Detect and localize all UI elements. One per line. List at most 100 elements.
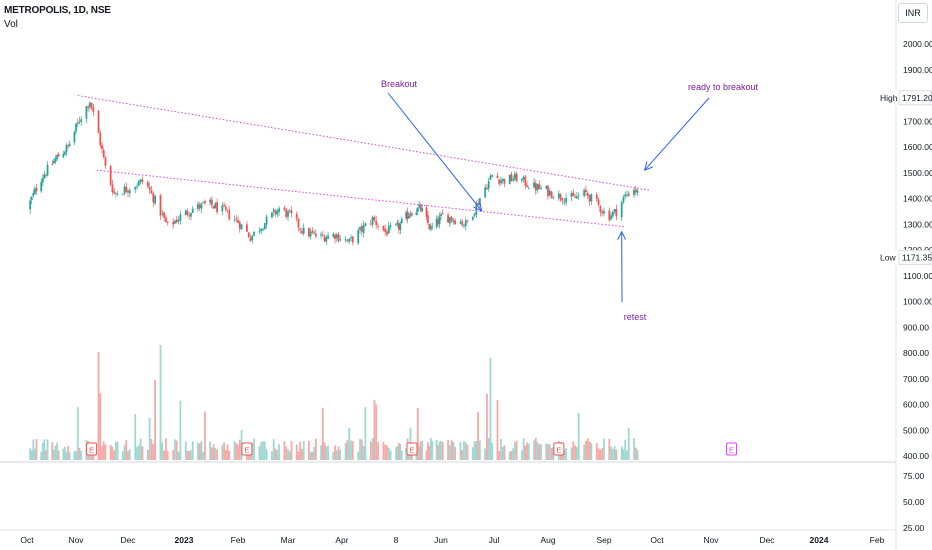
high-marker-label-bg [878, 90, 898, 105]
candle-body [503, 179, 506, 184]
volume-bar [309, 451, 312, 460]
candle-body [615, 208, 618, 217]
candle-body [202, 202, 205, 204]
candle-body [450, 216, 453, 221]
candle-body [547, 185, 549, 197]
earnings-marker-label: E [409, 446, 414, 455]
candle-body [400, 218, 403, 223]
candle-body [427, 215, 429, 224]
volume-bar [272, 439, 275, 460]
volume-bar [45, 450, 47, 460]
candle-body [80, 119, 83, 123]
currency-button[interactable]: INR [898, 3, 928, 23]
volume-bar [65, 451, 68, 460]
volume-bar [576, 446, 578, 460]
candle-body [262, 229, 264, 231]
volume-bar [437, 445, 439, 460]
volume-bar [314, 438, 317, 460]
volume-bar [634, 447, 637, 460]
candle-body [634, 189, 637, 193]
volume-bar [228, 450, 231, 460]
time-tick-label: Aug [540, 535, 555, 545]
volume-bar [141, 446, 144, 460]
volume-bar [46, 439, 49, 460]
candle-body [90, 102, 93, 109]
volume-bar [514, 441, 516, 460]
volume-bar [75, 451, 77, 460]
symbol-title[interactable]: METROPOLIS, 1D, NSE [4, 5, 111, 16]
earnings-marker[interactable]: E [86, 442, 98, 456]
candle-body [362, 225, 365, 233]
earnings-marker[interactable]: E [406, 442, 418, 456]
candle-body [387, 225, 390, 234]
time-tick-label: Jul [489, 535, 500, 545]
price-tick-label: 1500.00 [903, 168, 932, 178]
candle-body [35, 187, 38, 192]
candle-body [32, 192, 35, 196]
candle-body [428, 224, 431, 230]
volume-bar [475, 441, 478, 460]
candle-body [223, 205, 225, 207]
candle-body [123, 186, 126, 194]
candle-body [570, 193, 573, 197]
volume-bar [371, 438, 374, 460]
volume-bar [399, 443, 402, 460]
trendline-lower [96, 169, 626, 228]
volume-bar [56, 442, 58, 460]
candle-body [454, 220, 457, 224]
volume-bar [274, 448, 277, 460]
candle-body [301, 231, 303, 234]
candle-body [287, 211, 289, 217]
candle-body [313, 232, 316, 234]
candle-body [88, 102, 91, 108]
candle-body [288, 210, 291, 212]
volume-bar [191, 441, 194, 460]
volume-bar [387, 447, 390, 460]
volume-bar [524, 445, 527, 460]
volume-bar [43, 439, 46, 460]
earnings-marker[interactable]: E [241, 442, 253, 456]
candle-body [610, 215, 612, 219]
volume-bar [224, 449, 227, 460]
candle-body [285, 209, 288, 217]
volume-spike [97, 352, 100, 460]
candle-body [226, 209, 229, 211]
volume-legend-label[interactable]: Vol [4, 19, 18, 30]
candle-body [339, 239, 342, 241]
earnings-marker[interactable]: E [726, 442, 738, 456]
candle-body [534, 183, 537, 191]
candle-body [184, 210, 187, 216]
volume-bar [323, 442, 326, 460]
volume-bar [297, 451, 300, 460]
candle-body [263, 223, 266, 230]
candle-body [325, 237, 328, 242]
earnings-marker[interactable]: E [553, 442, 565, 456]
volume-bar [113, 450, 116, 460]
candle-body [540, 188, 542, 189]
volume-bar [52, 449, 55, 460]
volume-bar [526, 442, 528, 460]
volume-bar [111, 446, 114, 460]
volume-bar [197, 442, 199, 460]
candle-body [588, 195, 591, 202]
candle-body [87, 106, 90, 108]
candle-body [478, 198, 481, 205]
volume-bar [301, 448, 303, 460]
candle-body [174, 220, 176, 224]
volume-bar [40, 451, 43, 460]
candle-body [548, 190, 551, 196]
price-tick-label: 400.00 [903, 451, 929, 461]
volume-bar [175, 440, 178, 460]
candle-body [636, 190, 639, 193]
volume-bar [325, 446, 328, 460]
time-tick-label: Oct [20, 535, 34, 545]
candle-body [510, 173, 513, 181]
candle-body [224, 206, 227, 210]
candle-body [198, 204, 201, 209]
time-tick-label: Sep [596, 535, 611, 545]
candle-body [146, 182, 149, 187]
volume-bar [563, 449, 566, 460]
earnings-marker-label: E [556, 446, 561, 455]
candle-body [265, 216, 268, 225]
